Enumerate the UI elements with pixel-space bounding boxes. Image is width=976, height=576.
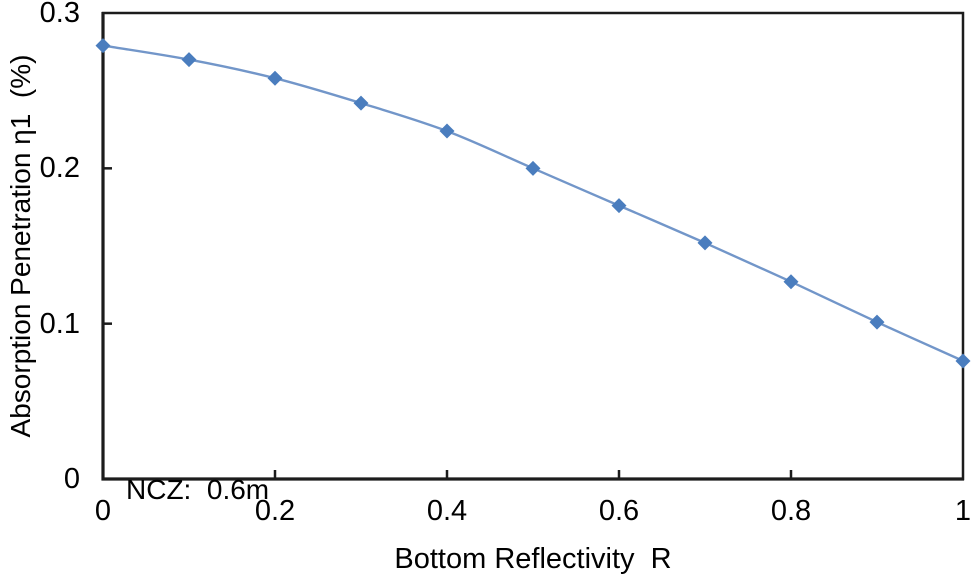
x-tick-label: 0 (94, 495, 112, 527)
y-tick-label: 0.1 (39, 307, 80, 340)
chart-annotation: NCZ: 0.6m θ=0.3ntu (126, 402, 269, 576)
series-marker (267, 70, 283, 86)
series-marker (611, 198, 627, 214)
series-marker (869, 314, 885, 330)
series-marker (439, 123, 455, 139)
series-marker (181, 52, 197, 68)
series-marker (697, 235, 713, 251)
series-marker (353, 95, 369, 111)
y-tick-label: 0.3 (39, 0, 80, 29)
annotation-line-ncz: NCZ: 0.6m (126, 474, 270, 505)
series-marker (955, 353, 971, 369)
x-tick-label: 0.6 (598, 495, 640, 527)
y-axis-title: Absorption Penetration η1 (%) (5, 54, 36, 438)
x-tick-label: 1 (954, 495, 972, 527)
series-marker (525, 160, 541, 176)
x-tick-label: 0.4 (426, 495, 468, 527)
x-tick-label: 0.2 (254, 495, 296, 527)
x-tick-label: 0.8 (770, 495, 812, 527)
y-tick-label: 0.2 (39, 152, 80, 185)
y-tick-label: 0 (63, 463, 80, 495)
series-marker (783, 274, 799, 290)
series-marker (95, 38, 111, 54)
x-axis-title: Bottom Reflectivity R (394, 543, 672, 575)
series-line (102, 44, 964, 362)
